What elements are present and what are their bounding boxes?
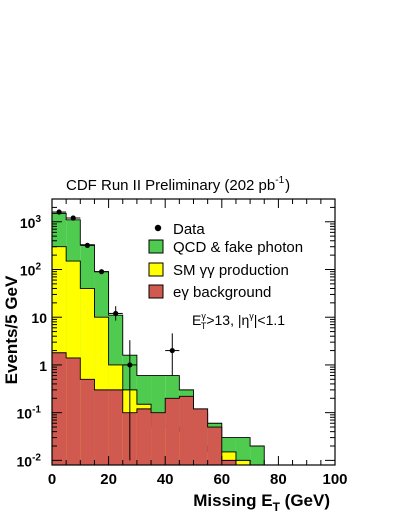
bar-sm-bin-13: [235, 460, 251, 465]
chart-title: CDF Run II Preliminary (202 pb-1): [66, 175, 290, 194]
y-axis-ticks: [52, 198, 335, 461]
x-tick-label-60: 60: [213, 471, 230, 488]
data-points: [56, 209, 175, 368]
bar-egamma-bin-7: [151, 412, 166, 465]
y-tick-label-2: 10: [31, 310, 47, 326]
bar-egamma-bin-12: [221, 460, 236, 465]
legend-data-marker: [154, 224, 162, 232]
legend-label-egamma: eγ background: [173, 284, 271, 301]
data-point-4: [113, 310, 119, 317]
y-axis-label: Events/5 GeV: [2, 275, 21, 384]
x-tick-label-0: 0: [48, 471, 56, 488]
data-point-6: [169, 347, 175, 354]
legend-swatch-qcd: [148, 239, 164, 254]
x-tick-label-80: 80: [270, 471, 287, 488]
bar-egamma-bin-6: [136, 408, 152, 465]
bar-egamma-bin-11: [207, 427, 222, 465]
data-point-0: [56, 209, 62, 215]
bar-egamma-bin-3: [94, 389, 109, 465]
data-point-5: [127, 362, 133, 368]
bar-egamma-bin-10: [193, 408, 208, 465]
bar-egamma-bin-4: [108, 389, 123, 465]
legend-label-data: Data: [173, 221, 205, 238]
y-tick-label-4: 10-1: [17, 405, 42, 422]
legend: Data QCD & fake photon SM γγ production …: [148, 221, 303, 301]
y-tick-label-5: 10-2: [17, 452, 42, 469]
legend-label-qcd: QCD & fake photon: [173, 239, 303, 256]
bar-egamma-bin-9: [179, 396, 194, 465]
y-tick-label-3: 1: [39, 358, 47, 374]
bar-qcd-bin-13: [235, 437, 251, 465]
bar-egamma-bin-2: [80, 379, 95, 465]
x-tick-label-100: 100: [322, 471, 347, 488]
legend-swatch-egamma: [148, 284, 164, 299]
legend-swatch-sm: [148, 262, 164, 277]
legend-label-sm: SM γγ production: [173, 262, 289, 279]
y-tick-label-1: 102: [20, 261, 42, 278]
x-tick-labels: 0 20 40 60 80 100: [48, 471, 348, 488]
bar-egamma-bin-8: [165, 398, 180, 465]
bar-egamma-bin-1: [66, 357, 81, 465]
data-point-2: [84, 242, 90, 248]
bar-egamma-bin-0: [52, 352, 67, 465]
x-axis-label: Missing ET (GeV): [193, 491, 330, 514]
x-tick-label-40: 40: [157, 471, 174, 488]
x-tick-label-20: 20: [100, 471, 117, 488]
y-tick-label-0: 103: [20, 214, 42, 231]
data-point-1: [70, 215, 76, 221]
data-point-3: [98, 269, 105, 275]
bar-qcd-bin-14: [250, 446, 265, 465]
selection-cut-annotation: Eγ T>13, |ηγ|<1.1: [192, 311, 285, 331]
stacked-histogram: [51, 212, 335, 466]
